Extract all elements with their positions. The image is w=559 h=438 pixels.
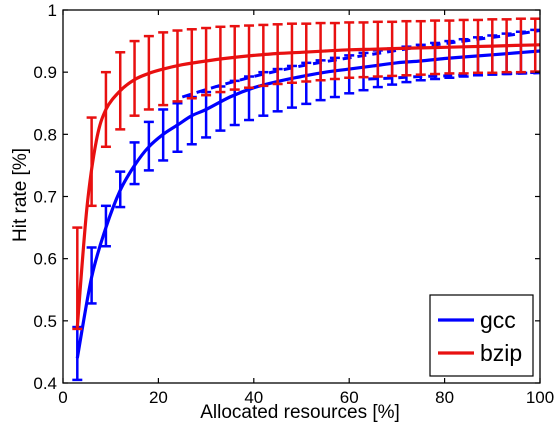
gcc-error-bar (201, 90, 212, 139)
x-axis-label: Allocated resources [%] (200, 402, 400, 423)
y-axis-label: Hit rate [%] (10, 148, 31, 242)
x-tick-label: 0 (58, 388, 67, 407)
legend: gcc bzip (429, 294, 534, 377)
y-tick-label: 0.5 (33, 312, 57, 331)
x-tick-label: 80 (435, 388, 454, 407)
gcc-error-bar (186, 95, 197, 146)
series-group (72, 17, 540, 382)
y-tick-label: 1 (48, 1, 57, 20)
legend-label-bzip: bzip (480, 340, 522, 366)
x-tick-label: 20 (149, 388, 168, 407)
y-tick-label: 0.4 (33, 374, 57, 393)
legend-box (429, 294, 534, 377)
y-tick-label: 0.6 (33, 250, 57, 269)
legend-label-gcc: gcc (480, 307, 516, 333)
axes: 0 20 40 60 80 100 0.4 0.5 0.6 0.7 0.8 0.9 1 (33, 1, 554, 407)
bzip-series (72, 17, 540, 331)
bzip-mean-line (75, 43, 540, 328)
gcc-lower-bound-line (368, 71, 540, 81)
y-tick-label: 0.9 (33, 63, 57, 82)
x-tick-label: 40 (244, 388, 263, 407)
y-tick-label: 0.7 (33, 188, 57, 207)
y-tick-label: 0.8 (33, 125, 57, 144)
plot-area (72, 17, 540, 382)
x-tick-label: 100 (526, 388, 554, 407)
gcc-upper-bound-line (181, 29, 540, 99)
x-tick-label: 60 (340, 388, 359, 407)
gcc-error-bar (172, 102, 183, 153)
